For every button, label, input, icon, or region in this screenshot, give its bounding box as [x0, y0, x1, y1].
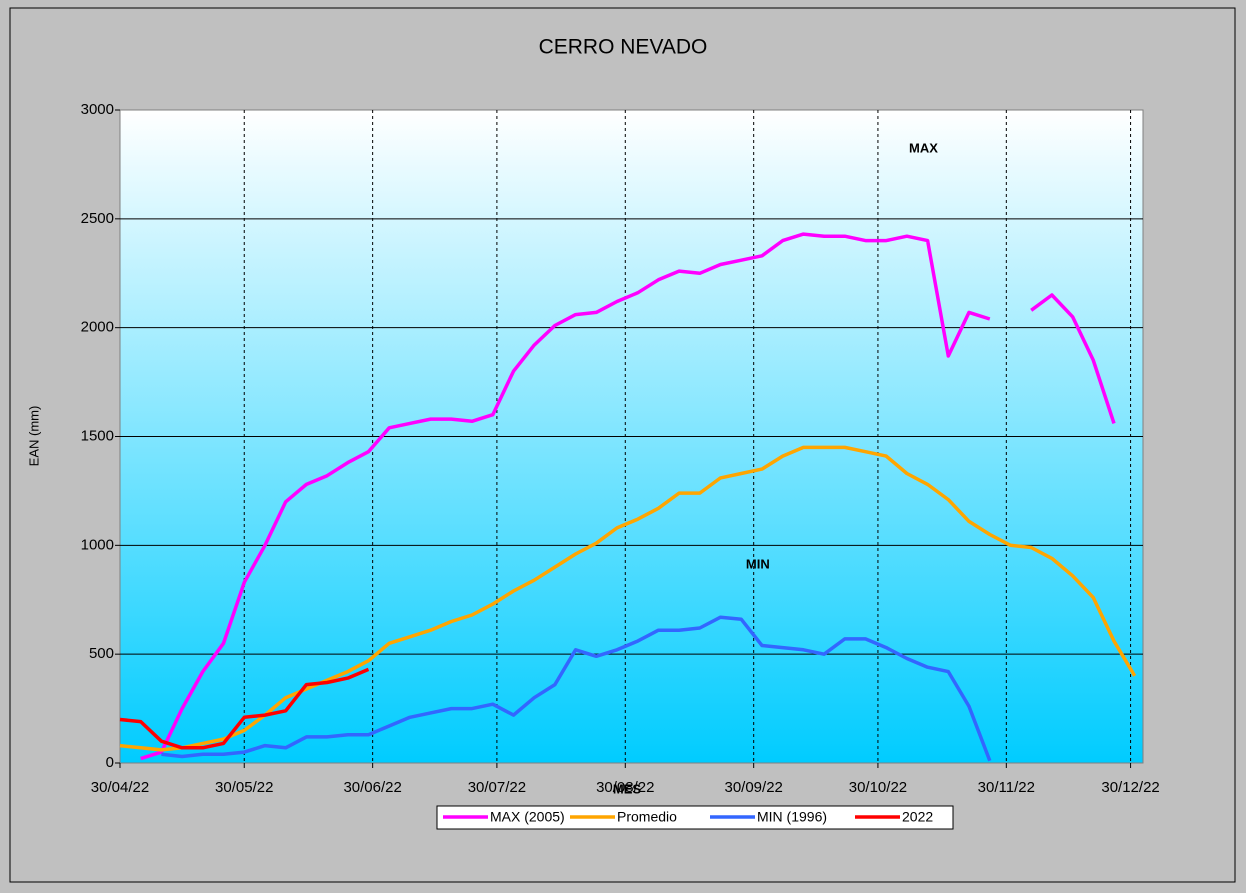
chart-title: CERRO NEVADO [539, 36, 708, 59]
y-tick-label: 0 [106, 754, 114, 771]
x-tick-label: 30/11/22 [978, 779, 1035, 796]
annotation: MAX [909, 141, 938, 156]
series-line [119, 667, 370, 750]
y-axis-label: EAN (mm) [26, 406, 41, 467]
series-line [161, 615, 992, 762]
legend-label: 2022 [902, 809, 933, 825]
legend [436, 805, 954, 830]
y-tick-label: 1000 [81, 536, 114, 553]
x-axis-label: MES [613, 781, 642, 796]
legend-label: MAX (2005) [490, 809, 565, 825]
x-tick-label: 30/07/22 [468, 779, 526, 796]
series-line [140, 232, 1116, 761]
y-tick-label: 500 [89, 645, 114, 662]
y-tick-label: 1500 [81, 427, 114, 444]
y-tick-label: 2000 [81, 319, 114, 336]
x-tick-label: 30/05/22 [215, 779, 273, 796]
legend-label: MIN (1996) [757, 809, 827, 825]
x-tick-label: 30/10/22 [849, 779, 907, 796]
x-tick-label: 30/04/22 [91, 779, 149, 796]
y-tick-label: 3000 [81, 101, 114, 118]
annotation: MIN [746, 556, 770, 571]
x-tick-label: 30/06/22 [343, 779, 401, 796]
y-tick-label: 2500 [81, 210, 114, 227]
legend-label: Promedio [617, 809, 677, 825]
x-tick-label: 30/12/22 [1101, 779, 1159, 796]
series-line [119, 445, 1137, 752]
x-tick-label: 30/09/22 [724, 779, 782, 796]
x-tick-label: 30/08/22 [596, 779, 654, 796]
